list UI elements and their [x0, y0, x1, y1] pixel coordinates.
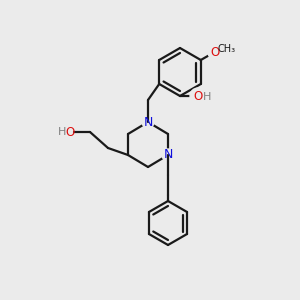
Text: CH₃: CH₃	[218, 44, 236, 54]
Circle shape	[142, 116, 154, 128]
Circle shape	[162, 149, 174, 161]
Text: H: H	[203, 92, 211, 102]
Text: H: H	[58, 127, 66, 137]
Text: O: O	[194, 91, 202, 103]
Circle shape	[66, 124, 82, 140]
Text: N: N	[143, 116, 153, 128]
Circle shape	[208, 45, 222, 59]
Text: O: O	[210, 46, 219, 59]
Circle shape	[190, 88, 206, 104]
Text: O: O	[65, 125, 75, 139]
Text: N: N	[163, 148, 173, 161]
